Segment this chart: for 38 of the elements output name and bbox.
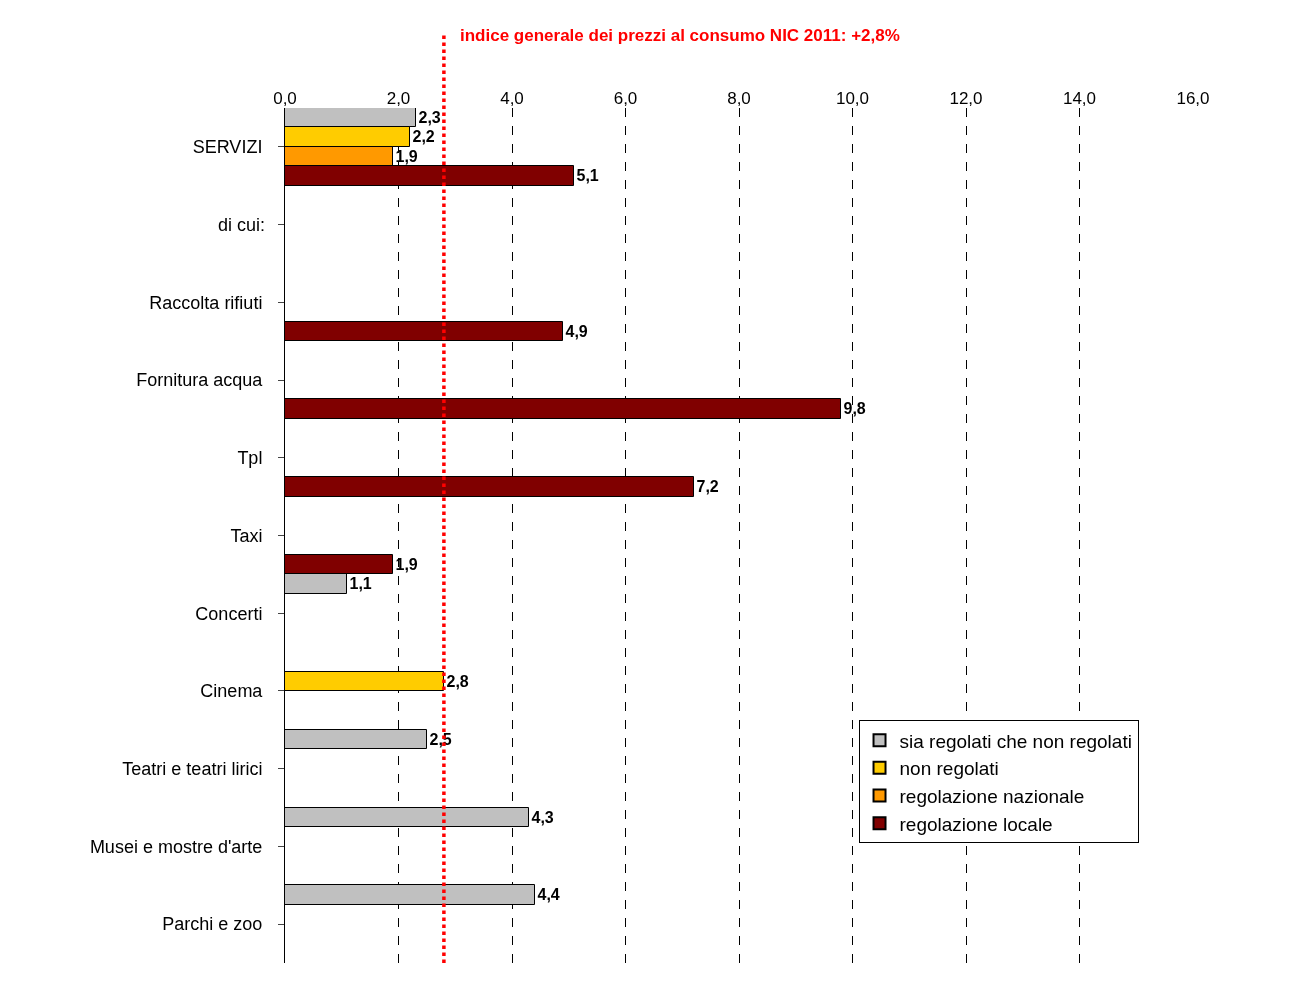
text: di cui:	[218, 215, 266, 235]
data-label: 4,3	[531, 808, 554, 826]
x-tick-label: 2,0	[386, 88, 411, 108]
legend-label: regolazione nazionale	[899, 785, 1085, 807]
data-label: 1,9	[395, 147, 418, 165]
data-label: 5,1	[576, 167, 599, 184]
y-tick-label: Teatri e teatri lirici	[122, 758, 263, 779]
y-tick-label: Musei e mostre d'arte	[89, 836, 263, 857]
data-label: 1,1	[349, 575, 372, 592]
legend-label: regolazione locale	[899, 813, 1053, 835]
y-tick-label: Tpl	[237, 448, 263, 469]
legend-label: non regolati	[899, 758, 999, 780]
legend-label: sia regolati che non regolati	[899, 730, 1132, 752]
data-label: 4,9	[565, 322, 588, 340]
y-tick-label: Raccolta rifiuti	[149, 292, 263, 313]
y-tick-label: Concerti	[195, 603, 263, 624]
x-tick-label: 0,0	[273, 88, 297, 108]
y-tick-label: SERVIZI	[192, 137, 263, 158]
data-label: 1,9	[395, 555, 418, 573]
data-label: 2,3	[418, 108, 441, 126]
x-tick-label: 16,0	[1176, 88, 1210, 108]
y-tick-label: Cinema	[200, 681, 264, 702]
y-tick-label: Fornitura acqua	[136, 370, 264, 391]
x-tick-label: 6,0	[613, 88, 638, 108]
data-label: 2,5	[429, 730, 452, 748]
data-label: 9,8	[843, 400, 866, 417]
data-label: 7,2	[696, 478, 719, 495]
y-tick-label: Taxi	[230, 525, 263, 546]
x-tick-label: 12,0	[949, 88, 983, 108]
x-tick-label: 4,0	[500, 88, 524, 108]
data-label: 2,2	[412, 128, 435, 145]
ref-line-label: indice generale dei prezzi al consumo NIC 2011: +2,8%	[460, 26, 900, 45]
data-label: 4,4	[537, 886, 560, 903]
x-tick-label: 14,0	[1062, 88, 1097, 108]
data-label: 2,8	[446, 672, 469, 690]
x-tick-label: 10,0	[835, 88, 870, 108]
y-tick-label: Parchi e zoo	[162, 914, 263, 935]
x-tick-label: 8,0	[727, 88, 751, 108]
